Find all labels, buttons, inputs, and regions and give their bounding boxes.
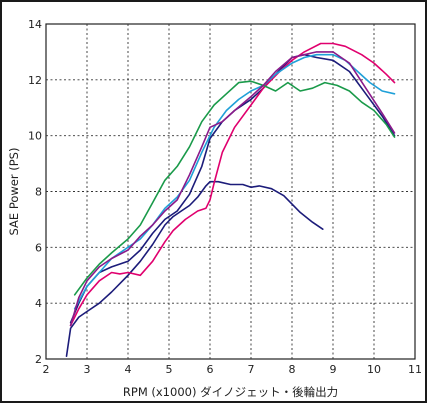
y-tick-label: 8 xyxy=(35,186,42,199)
y-tick-label: 6 xyxy=(35,241,42,254)
series-line-5 xyxy=(73,80,396,296)
y-tick-label: 4 xyxy=(35,297,42,310)
y-tick-label: 12 xyxy=(28,74,42,87)
x-tick-label: 4 xyxy=(125,363,132,376)
x-tick-label: 11 xyxy=(408,363,422,376)
y-tick-label: 2 xyxy=(35,353,42,366)
x-tick-label: 3 xyxy=(84,363,91,376)
x-tick-label: 7 xyxy=(248,363,255,376)
x-tick-label: 5 xyxy=(166,363,173,376)
series-line-2 xyxy=(69,53,396,324)
x-tick-label: 6 xyxy=(207,363,214,376)
y-tick-label: 10 xyxy=(28,130,42,143)
x-tick-label: 9 xyxy=(330,363,337,376)
series-line-3 xyxy=(69,42,396,327)
x-tick-label: 8 xyxy=(289,363,296,376)
series-line-1 xyxy=(65,180,324,358)
y-axis-title: SAE Power (PS) xyxy=(7,148,21,236)
x-tick-label: 10 xyxy=(367,363,381,376)
series-line-6 xyxy=(69,51,396,327)
x-tick-label: 2 xyxy=(43,363,50,376)
y-tick-label: 14 xyxy=(28,18,42,31)
x-axis-title: RPM (x1000) ダイノジェット・後輪出力 xyxy=(123,385,338,399)
